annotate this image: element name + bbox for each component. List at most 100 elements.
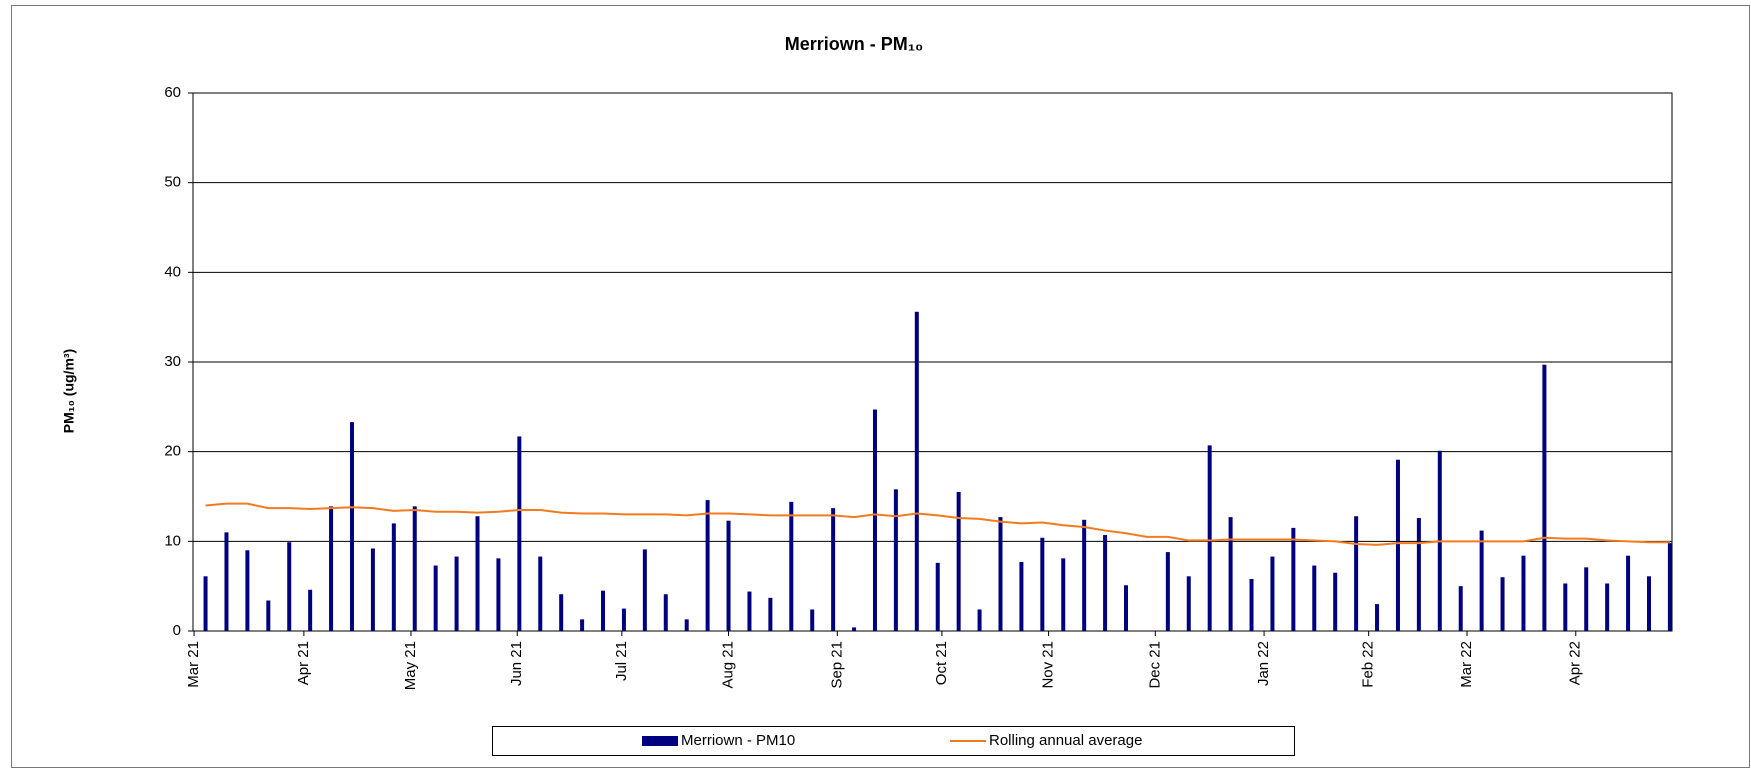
bar — [684, 619, 689, 631]
bar — [1584, 567, 1589, 631]
bar — [1667, 543, 1672, 631]
bar — [872, 409, 877, 631]
bar — [496, 558, 501, 631]
bar — [1228, 517, 1233, 631]
bar — [1646, 576, 1651, 631]
legend-box — [492, 726, 1295, 756]
x-tick-label: Feb 22 — [1360, 641, 1377, 688]
bar — [1249, 578, 1254, 631]
bar — [287, 542, 292, 631]
bar — [1124, 585, 1129, 631]
bar — [956, 492, 961, 631]
x-tick-label: Apr 21 — [295, 641, 312, 685]
bar — [349, 422, 354, 631]
bar — [663, 594, 668, 631]
bar — [329, 506, 334, 631]
bar — [580, 619, 585, 631]
bar — [1082, 519, 1087, 631]
bar — [1019, 561, 1024, 631]
bar — [1103, 535, 1108, 631]
bar — [370, 548, 375, 631]
bar — [998, 517, 1003, 631]
bar — [852, 627, 857, 631]
y-axis-label: PM₁₀ (ug/m³) — [61, 349, 77, 433]
bar — [1500, 577, 1505, 631]
bar — [977, 609, 982, 631]
y-tick-label: 20 — [164, 443, 181, 460]
bar — [245, 550, 250, 631]
x-tick-label: Apr 22 — [1567, 641, 1584, 685]
legend-label: Rolling annual average — [989, 732, 1142, 749]
bar — [621, 608, 626, 631]
bar — [1563, 583, 1568, 631]
bar — [1165, 552, 1170, 631]
bar — [1186, 576, 1191, 631]
bar — [1333, 572, 1338, 631]
x-tick-label: Jun 21 — [508, 641, 525, 686]
bar — [1207, 445, 1212, 631]
legend-swatch — [642, 736, 678, 746]
bar — [1375, 604, 1380, 631]
bar — [768, 597, 773, 631]
bar — [810, 609, 815, 631]
bar — [454, 556, 459, 631]
bar — [1458, 586, 1463, 631]
y-tick-label: 50 — [164, 174, 181, 191]
bar — [1354, 516, 1359, 631]
bar — [935, 562, 940, 631]
bar — [475, 516, 480, 631]
x-tick-label: Sep 21 — [828, 641, 845, 689]
bar — [642, 549, 647, 631]
bar — [705, 500, 710, 631]
bar — [1479, 530, 1484, 631]
bar — [1312, 565, 1317, 631]
bar — [1291, 527, 1296, 631]
x-tick-label: Oct 21 — [933, 641, 950, 685]
bar — [203, 576, 208, 631]
bar — [893, 489, 898, 631]
x-tick-label: Nov 21 — [1040, 641, 1057, 689]
y-tick-label: 40 — [164, 263, 181, 280]
x-tick-label: Jan 22 — [1255, 641, 1272, 686]
bar — [601, 590, 606, 631]
bar — [266, 600, 271, 631]
legend-label: Merriown - PM10 — [681, 732, 795, 749]
bar — [747, 591, 752, 631]
bar — [391, 523, 396, 631]
y-tick-label: 10 — [164, 532, 181, 549]
x-tick-label: May 21 — [402, 641, 419, 690]
chart-title: Merriown - PM₁₀ — [785, 34, 924, 54]
bar — [1626, 555, 1631, 631]
bar — [224, 532, 229, 631]
bar — [308, 589, 313, 631]
line — [205, 502, 1670, 546]
bar — [726, 520, 731, 631]
bar — [433, 565, 438, 631]
x-tick-label: Mar 22 — [1458, 641, 1475, 688]
bar — [1040, 537, 1045, 631]
bar — [831, 508, 836, 631]
x-tick-label: Jul 21 — [613, 641, 630, 681]
bar — [789, 501, 794, 631]
bar — [559, 594, 564, 631]
bar — [517, 436, 522, 631]
bar — [1270, 556, 1275, 631]
bar — [412, 506, 417, 631]
bar — [1395, 459, 1400, 631]
x-tick-label: Dec 21 — [1146, 641, 1163, 689]
bar — [1542, 364, 1547, 631]
bar — [1416, 518, 1421, 631]
bar — [1521, 555, 1526, 631]
x-tick-label: Aug 21 — [720, 641, 737, 689]
y-tick-label: 30 — [164, 353, 181, 370]
bar — [914, 311, 919, 631]
x-tick-label: Mar 21 — [185, 641, 202, 688]
plot-border — [192, 92, 1673, 632]
chart-border — [11, 5, 1750, 768]
y-tick-label: 0 — [173, 622, 181, 639]
bar — [538, 556, 543, 631]
bar — [1605, 583, 1610, 631]
bar — [1061, 558, 1066, 631]
y-tick-label: 60 — [164, 84, 181, 101]
